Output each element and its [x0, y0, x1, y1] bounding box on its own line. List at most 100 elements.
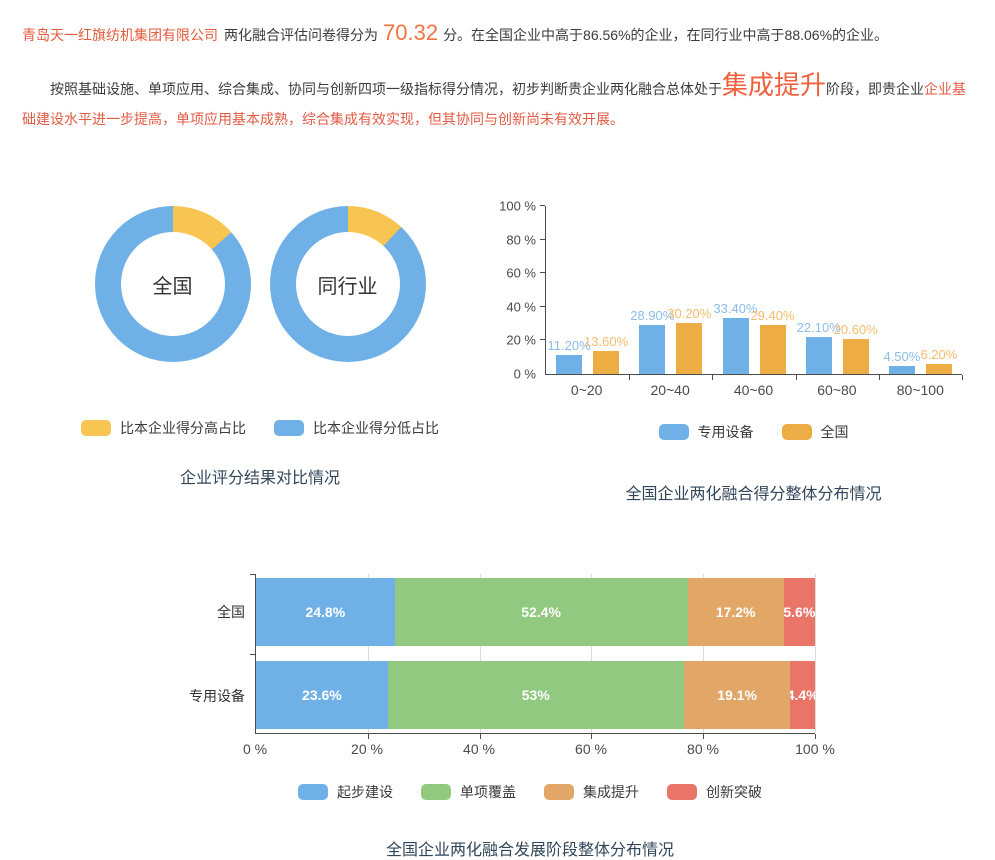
stage-chart-body: 全国专用设备 24.8% 52.4% 17.2% 5.6% 23.6% 53% 19.1% 4… — [180, 574, 880, 739]
bar-专用设备[interactable]: 33.40% — [713, 301, 758, 374]
stage-plot: 24.8% 52.4% 17.2% 5.6% 23.6% 53% 19.1% 4.4% — [250, 574, 816, 739]
legend-label: 专用设备 — [697, 424, 754, 440]
bar-全国[interactable]: 29.40% — [750, 308, 795, 374]
stage-row-label: 全国 — [217, 604, 245, 620]
legend-label: 全国 — [820, 424, 849, 440]
segment-单项覆盖[interactable]: 52.4% — [394, 578, 688, 646]
legend-swatch — [658, 424, 689, 440]
score-compare-title: 企业评分结果对比情况 — [179, 470, 340, 487]
segment-起步建设[interactable]: 23.6% — [256, 661, 388, 729]
x-axis-tick — [962, 375, 963, 380]
bar-专用设备[interactable]: 11.20% — [548, 338, 591, 374]
score-distribution-legend: 专用设备 全国 — [545, 422, 962, 442]
y-axis-tick-label: 80 % — [506, 232, 536, 248]
segment-创新突破[interactable]: 4.4% — [790, 661, 815, 729]
gridline — [703, 574, 705, 733]
legend-item[interactable]: 起步建设 — [298, 782, 393, 802]
segment-value-label: 17.2% — [715, 604, 756, 620]
segment-创新突破[interactable]: 5.6% — [783, 578, 815, 646]
y-axis-tick-label: 20 % — [506, 332, 536, 348]
legend-swatch — [274, 420, 304, 436]
bar-全国[interactable]: 13.60% — [584, 334, 628, 374]
x-axis-category-label: 40~60 — [733, 382, 774, 398]
segment-value-label: 53% — [521, 687, 550, 703]
bar-全国[interactable]: 20.60% — [834, 322, 878, 374]
segment-起步建设[interactable]: 24.8% — [256, 578, 395, 646]
x-axis-tick — [703, 734, 705, 739]
y-axis-tick — [540, 238, 545, 240]
stage-name: 集成提升 — [722, 70, 827, 100]
donut-ring[interactable]: 全国 — [94, 206, 251, 362]
x-axis-tick-label: 80 % — [687, 741, 719, 757]
stage-xlabels: 0 % 20 % 40 % 60 % 80 % 100 % — [243, 734, 835, 758]
x-axis-tick — [479, 734, 481, 739]
bar-专用设备[interactable]: 28.90% — [630, 308, 674, 374]
score-distribution-chart: 0 % 20 % 40 % 60 % 80 % 100 % 11.20% 13.60% 28.9… — [495, 198, 995, 504]
legend-label: 单项覆盖 — [460, 784, 516, 800]
score-bar-plot: 0 % 20 % 40 % 60 % 80 % 100 % 11.20% 13.60% 28.9… — [499, 199, 963, 382]
y-axis-tick — [540, 339, 545, 341]
segment-集成提升[interactable]: 19.1% — [683, 661, 791, 729]
x-axis-tick — [712, 375, 714, 380]
legend-item[interactable]: 专用设备 — [658, 422, 754, 442]
bar-group: 22.10% 20.60% — [796, 206, 879, 374]
stage-row-label: 专用设备 — [189, 688, 245, 704]
x-axis-category-label: 0~20 — [570, 382, 603, 398]
legend-item[interactable]: 创新突破 — [667, 782, 762, 802]
x-axis-tick — [629, 375, 631, 380]
y-axis-tick — [540, 205, 545, 206]
stacked-bar-row: 24.8% 52.4% 17.2% 5.6% — [256, 578, 815, 646]
segment-单项覆盖[interactable]: 53% — [387, 661, 684, 729]
bar-value-label: 30.20% — [667, 306, 712, 322]
bar-value-label: 11.20% — [547, 338, 591, 354]
legend-item[interactable]: 比本企业得分高占比 — [81, 418, 246, 438]
legend-swatch — [781, 424, 812, 440]
donut-ring[interactable]: 同行业 — [269, 206, 426, 362]
score-bar-xcats: 0~20 20~40 40~60 60~80 80~100 — [545, 382, 962, 398]
x-axis-category-label: 60~80 — [817, 382, 857, 398]
score-prefix: 两化融合评估问卷得分为 — [224, 27, 378, 43]
legend-item[interactable]: 全国 — [781, 422, 849, 442]
gridline — [479, 574, 481, 733]
donut-center-label: 同行业 — [295, 232, 400, 336]
score-distribution-title: 全国企业两化融合得分整体分布情况 — [625, 486, 882, 503]
x-axis-category-label: 20~40 — [650, 382, 690, 398]
y-axis-tick — [250, 653, 255, 655]
x-axis-tick-label: 100 % — [795, 741, 835, 757]
bar-全国[interactable]: 30.20% — [667, 306, 711, 374]
segment-集成提升[interactable]: 17.2% — [687, 578, 784, 646]
score-compare-legend: 比本企业得分高占比 比本企业得分低占比 — [25, 418, 495, 438]
x-axis-category-label: 80~100 — [896, 382, 944, 398]
bar-value-label: 29.40% — [750, 307, 795, 323]
score-value: 70.32 — [383, 20, 439, 45]
legend-item[interactable]: 集成提升 — [544, 782, 639, 802]
legend-label: 比本企业得分高占比 — [120, 420, 246, 436]
legend-swatch — [81, 420, 111, 436]
top-charts-row: 全国 同行业 比本企业得分高占比 比本企业得分低占比 企业评分结果对比情况 0 % 2… — [25, 198, 995, 504]
segment-value-label: 52.4% — [521, 604, 561, 620]
bar-专用设备[interactable]: 4.50% — [883, 349, 920, 374]
y-axis-tick-label: 60 % — [506, 265, 536, 281]
y-axis-tick — [540, 305, 545, 307]
bar-value-label: 28.90% — [630, 308, 675, 324]
intro-text: 青岛天一红旗纺机集团有限公司 两化融合评估问卷得分为 70.32 分。在全国企业中高于… — [22, 20, 971, 134]
bar-value-label: 13.60% — [584, 334, 629, 350]
donut-center-label: 全国 — [120, 232, 225, 336]
bar-group: 33.40% 29.40% — [712, 206, 795, 374]
legend-item[interactable]: 比本企业得分低占比 — [274, 418, 439, 438]
legend-item[interactable]: 单项覆盖 — [421, 782, 516, 802]
bar-group: 11.20% 13.60% — [546, 206, 629, 374]
x-axis-tick — [795, 375, 797, 380]
gridline — [591, 574, 593, 733]
stage-summary-part1: 按照基础设施、单项应用、综合集成、协同与创新四项一级指标得分情况，初步判断贵企业… — [50, 81, 722, 97]
legend-label: 集成提升 — [583, 784, 639, 800]
legend-label: 创新突破 — [706, 784, 762, 800]
segment-value-label: 23.6% — [302, 687, 342, 703]
bar-专用设备[interactable]: 22.10% — [797, 320, 841, 374]
legend-label: 起步建设 — [337, 784, 393, 800]
bar-value-label: 33.40% — [713, 300, 758, 316]
stage-summary-part2: 阶段，即贵企业 — [826, 81, 925, 97]
bar-全国[interactable]: 6.20% — [920, 347, 957, 374]
y-axis-tick-label: 40 % — [506, 299, 536, 315]
x-axis-tick-label: 60 % — [575, 741, 607, 757]
